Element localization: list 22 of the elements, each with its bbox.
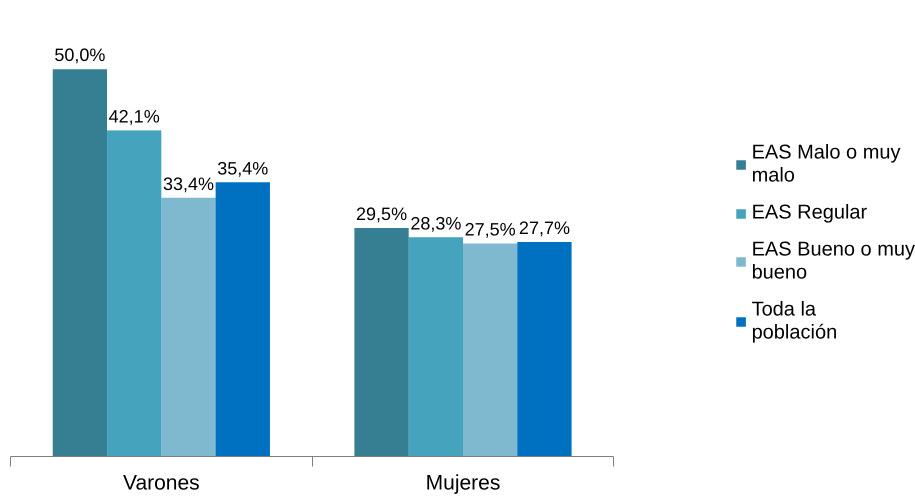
- legend-label: EAS Malo o muy malo: [752, 142, 901, 188]
- bar: [463, 244, 518, 456]
- bar: [107, 130, 162, 456]
- data-label: 42,1%: [108, 106, 160, 126]
- bar: [354, 228, 409, 456]
- data-label: 27,5%: [464, 220, 516, 240]
- data-label: 27,7%: [518, 218, 570, 238]
- data-label: 33,4%: [162, 174, 214, 194]
- legend-label: EAS Bueno o muy bueno: [752, 238, 915, 284]
- data-label: 28,3%: [410, 213, 462, 234]
- x-tick-label: Mujeres: [426, 472, 500, 494]
- legend-label: Toda la población: [752, 298, 838, 344]
- bar: [517, 242, 572, 456]
- x-tick-label: Varones: [123, 472, 200, 494]
- legend-label: EAS Regular: [752, 202, 868, 224]
- bar: [216, 182, 270, 456]
- data-label: 35,4%: [217, 158, 268, 178]
- data-label: 50,0%: [54, 45, 106, 66]
- bar: [408, 237, 463, 456]
- bar: [52, 69, 108, 456]
- bar: [161, 198, 216, 456]
- data-label: 29,5%: [356, 204, 408, 224]
